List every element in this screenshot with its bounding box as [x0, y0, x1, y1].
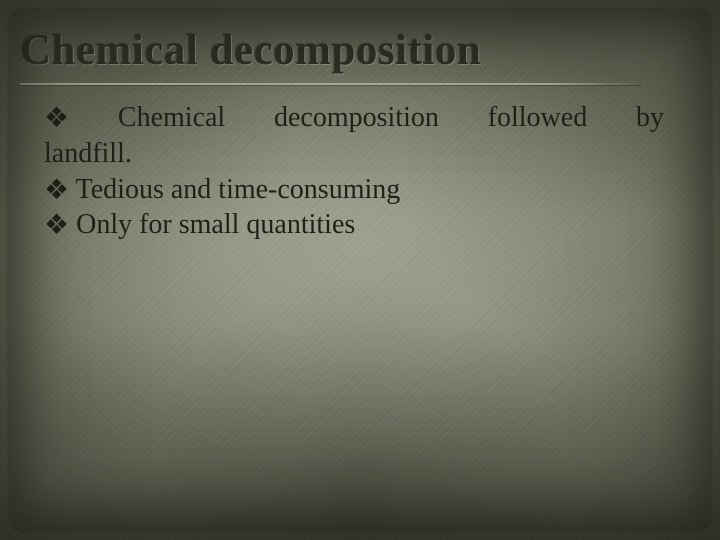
bullet-item-2-text: Tedious and time-consuming: [76, 174, 401, 205]
bullet-item-1-line1: ❖ Chemical decomposition followed by: [44, 100, 664, 136]
slide: Chemical decomposition ❖ Chemical decomp…: [0, 0, 720, 540]
bullet-item-3: ❖ Only for small quantities: [44, 207, 676, 243]
slide-title: Chemical decomposition: [20, 26, 700, 75]
paper-edge: [6, 6, 714, 534]
bullet-item-1-text: Chemical decomposition followed by: [118, 102, 664, 133]
bullet-item-1-line2: landfill.: [44, 136, 676, 172]
diamond-bullet-icon: ❖: [44, 208, 69, 244]
bullet-item-3-text: Only for small quantities: [76, 209, 355, 240]
slide-body: ❖ Chemical decomposition followed by lan…: [44, 100, 676, 243]
diamond-bullet-icon: ❖: [44, 101, 69, 137]
vignette-overlay: [0, 0, 720, 540]
title-underline: [20, 83, 642, 85]
bullet-item-2: ❖ Tedious and time-consuming: [44, 172, 676, 208]
diamond-bullet-icon: ❖: [44, 173, 69, 209]
